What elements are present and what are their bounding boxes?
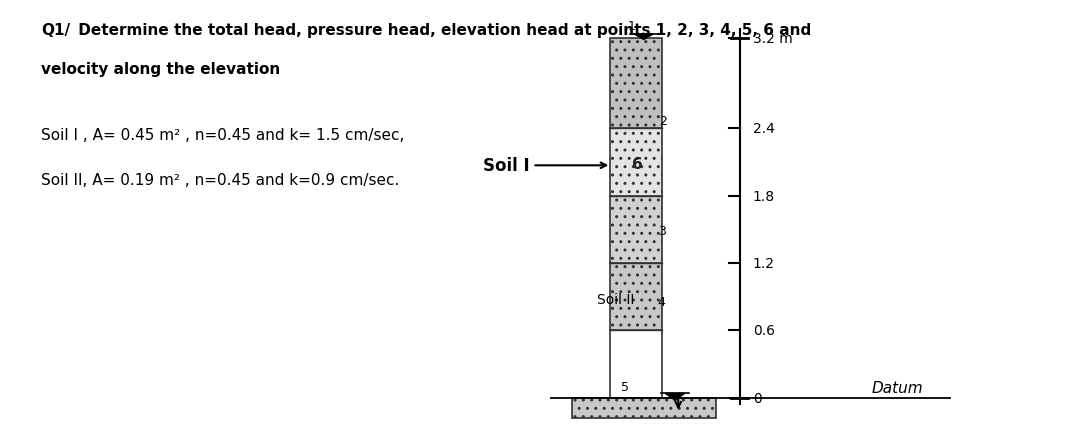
Text: Soil I: Soil I (483, 157, 529, 175)
Text: Q1/: Q1/ (41, 23, 70, 38)
Bar (610, 196, 662, 263)
Text: 3: 3 (658, 225, 665, 237)
Text: 1.8: 1.8 (753, 189, 774, 203)
Text: velocity along the elevation: velocity along the elevation (41, 62, 281, 77)
Text: Soil II: Soil II (597, 292, 635, 306)
Text: 5: 5 (621, 380, 630, 394)
Text: Soil II, A= 0.19 m² , n=0.45 and k=0.9 cm/sec.: Soil II, A= 0.19 m² , n=0.45 and k=0.9 c… (41, 173, 400, 187)
Bar (610, 129, 662, 196)
Text: 1.2: 1.2 (753, 256, 774, 271)
Text: Datum: Datum (872, 380, 923, 394)
Polygon shape (665, 394, 685, 400)
Text: 1: 1 (627, 20, 636, 32)
Text: 4: 4 (658, 295, 665, 308)
Text: 0: 0 (753, 391, 761, 405)
Bar (572, 398, 716, 417)
Text: 2: 2 (659, 115, 666, 128)
Text: 3.2 m: 3.2 m (753, 32, 793, 46)
Bar (610, 331, 662, 398)
Text: Determine the total head, pressure head, elevation head at points 1, 2, 3, 4, 5,: Determine the total head, pressure head,… (73, 23, 812, 38)
Text: 6: 6 (632, 156, 643, 171)
Text: 0.6: 0.6 (753, 324, 774, 338)
Polygon shape (634, 35, 653, 40)
Text: Soil I , A= 0.45 m² , n=0.45 and k= 1.5 cm/sec,: Soil I , A= 0.45 m² , n=0.45 and k= 1.5 … (41, 128, 404, 143)
Bar (610, 39, 662, 129)
Bar (610, 263, 662, 331)
Text: 2.4: 2.4 (753, 122, 774, 136)
